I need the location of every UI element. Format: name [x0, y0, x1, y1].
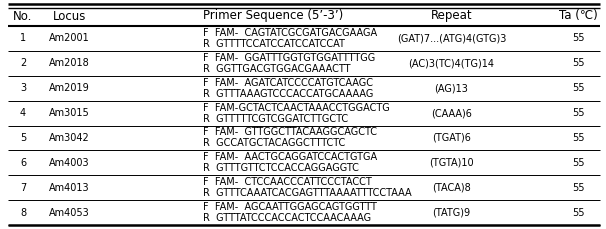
- Text: R  GTTTAAAGTCCCACCATGCAAAAG: R GTTTAAAGTCCCACCATGCAAAAG: [203, 89, 373, 99]
- Text: 55: 55: [573, 158, 585, 168]
- Text: Am2019: Am2019: [49, 83, 90, 93]
- Text: F  FAM-  CAGTATCGCGATGACGAAGA: F FAM- CAGTATCGCGATGACGAAGA: [203, 28, 377, 38]
- Text: Am4003: Am4003: [49, 158, 90, 168]
- Text: (GAT)7...(ATG)4(GTG)3: (GAT)7...(ATG)4(GTG)3: [397, 33, 506, 44]
- Text: 55: 55: [573, 108, 585, 118]
- Text: 55: 55: [573, 207, 585, 218]
- Text: 3: 3: [20, 83, 26, 93]
- Text: F  FAM-  AGCAATTGGAGCAGTGGTTT: F FAM- AGCAATTGGAGCAGTGGTTT: [203, 202, 377, 212]
- Text: Repeat: Repeat: [431, 9, 472, 22]
- Text: R  GCCATGCTACAGGCTTTCTC: R GCCATGCTACAGGCTTTCTC: [203, 138, 345, 148]
- Text: 55: 55: [573, 183, 585, 193]
- Text: 6: 6: [20, 158, 26, 168]
- Text: Am4013: Am4013: [49, 183, 90, 193]
- Text: Am2018: Am2018: [49, 58, 90, 68]
- Text: R  GGTTGACGTGGACGAAACTT: R GGTTGACGTGGACGAAACTT: [203, 64, 350, 74]
- Text: F  FAM-  CTCCAACCCATTCCCTACCT: F FAM- CTCCAACCCATTCCCTACCT: [203, 177, 371, 187]
- Text: R  GTTTTTCGTCGGATCTTGCTC: R GTTTTTCGTCGGATCTTGCTC: [203, 114, 348, 123]
- Text: R  GTTTTCCATCCATCCATCCAT: R GTTTTCCATCCATCCATCCAT: [203, 39, 345, 49]
- Text: (CAAA)6: (CAAA)6: [431, 108, 472, 118]
- Text: F  FAM-GCTACTCAACTAAACCTGGACTG: F FAM-GCTACTCAACTAAACCTGGACTG: [203, 103, 390, 113]
- Text: (TGTA)10: (TGTA)10: [429, 158, 474, 168]
- Text: 1: 1: [20, 33, 26, 44]
- Text: 4: 4: [20, 108, 26, 118]
- Text: F  FAM-  AACTGCAGGATCCACTGTGA: F FAM- AACTGCAGGATCCACTGTGA: [203, 152, 377, 162]
- Text: (AG)13: (AG)13: [435, 83, 468, 93]
- Text: Am3015: Am3015: [49, 108, 90, 118]
- Text: F  FAM-  AGATCATCCCCATGTCAAGC: F FAM- AGATCATCCCCATGTCAAGC: [203, 78, 373, 88]
- Text: 5: 5: [20, 133, 26, 143]
- Text: F  FAM-  GTTGGCTTACAAGGCAGCTC: F FAM- GTTGGCTTACAAGGCAGCTC: [203, 128, 377, 137]
- Text: R  GTTTGTTCTCCACCAGGAGGTC: R GTTTGTTCTCCACCAGGAGGTC: [203, 163, 359, 173]
- Text: Primer Sequence (5’-3’): Primer Sequence (5’-3’): [203, 9, 343, 22]
- Text: (TGAT)6: (TGAT)6: [432, 133, 471, 143]
- Text: Am2001: Am2001: [49, 33, 90, 44]
- Text: R  GTTTCAAATCACGAGTTTAAAATTTCCTAAA: R GTTTCAAATCACGAGTTTAAAATTTCCTAAA: [203, 188, 411, 198]
- Text: Locus: Locus: [53, 9, 87, 22]
- Text: 55: 55: [573, 133, 585, 143]
- Text: 55: 55: [573, 83, 585, 93]
- Text: Am3042: Am3042: [49, 133, 90, 143]
- Text: R  GTTTATCCCACCACTCCAACAAAG: R GTTTATCCCACCACTCCAACAAAG: [203, 213, 371, 223]
- Text: Am4053: Am4053: [49, 207, 90, 218]
- Text: 8: 8: [20, 207, 26, 218]
- Text: 55: 55: [573, 33, 585, 44]
- Text: 2: 2: [20, 58, 26, 68]
- Text: (AC)3(TC)4(TG)14: (AC)3(TC)4(TG)14: [408, 58, 494, 68]
- Text: 55: 55: [573, 58, 585, 68]
- Text: Ta (℃): Ta (℃): [559, 9, 598, 22]
- Text: 7: 7: [20, 183, 26, 193]
- Text: (TACA)8: (TACA)8: [432, 183, 471, 193]
- Text: F  FAM-  GGATTTGGTGTGGATTTTGG: F FAM- GGATTTGGTGTGGATTTTGG: [203, 53, 375, 63]
- Text: No.: No.: [13, 9, 33, 22]
- Text: (TATG)9: (TATG)9: [433, 207, 470, 218]
